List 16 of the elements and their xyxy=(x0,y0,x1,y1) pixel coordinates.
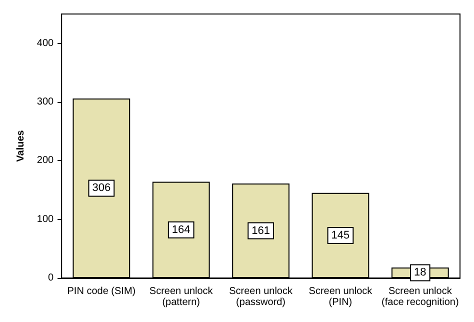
x-tick-label: Screen unlock (pattern) xyxy=(149,286,214,308)
y-tick-label: 400 xyxy=(36,38,54,49)
data-label: 18 xyxy=(414,266,426,279)
data-label: 161 xyxy=(252,224,270,237)
x-tick-label: Screen unlock (password) xyxy=(229,286,294,308)
x-tick-label: Screen unlock (face recognition) xyxy=(382,286,459,308)
y-tick-label: 100 xyxy=(36,214,54,225)
data-label: 164 xyxy=(172,224,190,236)
x-tick-label: Screen unlock (PIN) xyxy=(308,286,374,308)
data-label: 145 xyxy=(331,229,350,242)
y-axis-title: Values xyxy=(16,130,26,162)
y-tick-label: 200 xyxy=(36,155,54,166)
data-label: 306 xyxy=(92,182,111,194)
y-tick-label: 300 xyxy=(36,96,54,108)
x-tick-label: PIN code (SIM) xyxy=(67,286,136,297)
y-tick-label: 0 xyxy=(48,272,54,284)
